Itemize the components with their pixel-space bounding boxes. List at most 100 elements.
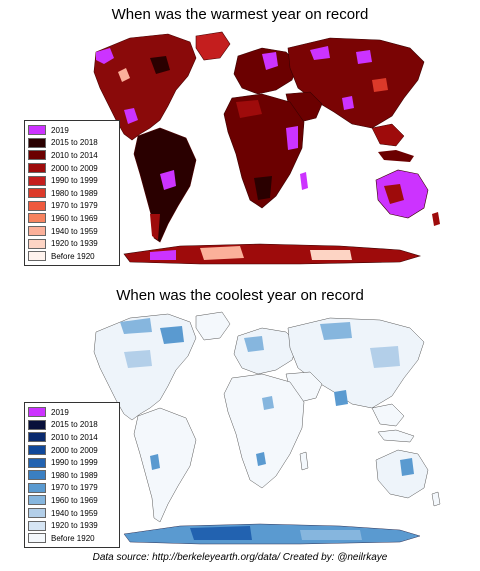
legend-label: 1960 to 1969: [51, 213, 98, 223]
sa-patch: [160, 170, 176, 190]
legend-swatch: [28, 419, 46, 430]
greenland: [195, 311, 231, 341]
sa-south: [150, 214, 160, 240]
legend-label: 1990 to 1999: [51, 176, 98, 186]
antarctica-patch-pale: [310, 250, 352, 260]
greenland: [195, 31, 231, 61]
legend-item: 1940 to 1959: [28, 225, 116, 238]
legend-swatch: [28, 533, 46, 544]
coolest-year-world-map: [93, 311, 441, 545]
new-zealand: [431, 491, 441, 507]
legend-swatch: [28, 482, 46, 493]
legend-swatch: [28, 226, 46, 237]
asia-patch-3: [372, 78, 388, 92]
legend-swatch: [28, 188, 46, 199]
na-patch-dark: [150, 56, 170, 74]
legend-swatch: [28, 163, 46, 174]
europe: [233, 327, 299, 375]
legend-swatch: [28, 520, 46, 531]
legend-label: Before 1920: [51, 251, 95, 261]
southeast-asia: [371, 123, 405, 147]
legend-label: 2019: [51, 125, 69, 135]
africa: [223, 93, 305, 209]
legend-item: 1970 to 1979: [28, 200, 116, 213]
africa-north-patch: [236, 100, 262, 118]
asia-patch-4: [342, 96, 354, 110]
warmest-year-world-map: [93, 31, 440, 265]
legend-item: 2000 to 2009: [28, 162, 116, 175]
africa-patch-2: [256, 452, 266, 466]
legend-item: 2019: [28, 124, 116, 137]
europe-patch: [244, 336, 264, 352]
scandinavia-patch: [262, 52, 278, 70]
legend-item: 1990 to 1999: [28, 456, 116, 469]
asia: [287, 317, 425, 409]
legend-swatch: [28, 508, 46, 519]
madagascar: [300, 172, 308, 190]
legend-label: 2019: [51, 407, 69, 417]
africa-south-patch: [254, 176, 272, 200]
canada-patch: [120, 318, 152, 334]
legend-swatch: [28, 125, 46, 136]
legend-swatch: [28, 457, 46, 468]
legend-label: 1990 to 1999: [51, 458, 98, 468]
legend-label: 2015 to 2018: [51, 138, 98, 148]
legend-label: 1970 to 1979: [51, 201, 98, 211]
data-source-footer: Data source: http://berkeleyearth.org/da…: [92, 552, 388, 563]
legend-label: 2000 to 2009: [51, 163, 98, 173]
legend-item: 1980 to 1989: [28, 187, 116, 200]
legend-swatch: [28, 175, 46, 186]
legend-label: 1920 to 1939: [51, 239, 98, 249]
asia: [287, 37, 425, 129]
legend-item: 1960 to 1969: [28, 494, 116, 507]
asia-patch-2: [356, 50, 372, 64]
legend-item: 1920 to 1939: [28, 519, 116, 532]
indonesia: [377, 429, 415, 443]
legend-swatch: [28, 432, 46, 443]
legend-label: Before 1920: [51, 533, 95, 543]
legend-item: 2015 to 2018: [28, 137, 116, 150]
antarctica-patch-light: [200, 246, 244, 260]
siberia-patch: [310, 46, 330, 60]
legend-item: 1940 to 1959: [28, 507, 116, 520]
central-america-patch: [124, 108, 138, 124]
legend-label: 2015 to 2018: [51, 420, 98, 430]
legend-label: 1940 to 1959: [51, 226, 98, 236]
warm-map-title: When was the warmest year on record: [111, 6, 369, 23]
legend-label: 1980 to 1989: [51, 188, 98, 198]
legend-swatch: [28, 407, 46, 418]
legend-item: 1960 to 1969: [28, 212, 116, 225]
legend-label: 1920 to 1939: [51, 521, 98, 531]
legend-swatch: [28, 200, 46, 211]
legend-label: 2000 to 2009: [51, 445, 98, 455]
legend-item: 2015 to 2018: [28, 419, 116, 432]
new-zealand: [432, 212, 440, 226]
europe: [233, 47, 299, 95]
india-patch: [334, 390, 348, 406]
legend-item: Before 1920: [28, 250, 116, 263]
canada-patch-2: [160, 326, 184, 344]
southeast-asia: [371, 403, 405, 427]
antarctica-patch-purple: [150, 250, 176, 260]
warm-legend: 2019 2015 to 2018 2010 to 2014 2000 to 2…: [24, 120, 120, 266]
legend-item: 2010 to 2014: [28, 149, 116, 162]
legend-swatch: [28, 495, 46, 506]
legend-item: Before 1920: [28, 532, 116, 545]
madagascar: [299, 451, 309, 471]
cool-legend: 2019 2015 to 2018 2010 to 2014 2000 to 2…: [24, 402, 120, 548]
legend-label: 1970 to 1979: [51, 483, 98, 493]
legend-swatch: [28, 137, 46, 148]
legend-swatch: [28, 251, 46, 262]
legend-label: 1940 to 1959: [51, 508, 98, 518]
legend-item: 1970 to 1979: [28, 482, 116, 495]
na-patch-light: [118, 68, 130, 82]
legend-item: 1920 to 1939: [28, 237, 116, 250]
legend-item: 2010 to 2014: [28, 431, 116, 444]
legend-swatch: [28, 238, 46, 249]
legend-label: 1960 to 1969: [51, 495, 98, 505]
africa-east-patch: [286, 126, 298, 150]
africa-patch: [262, 396, 274, 410]
legend-label: 1980 to 1989: [51, 470, 98, 480]
south-america: [133, 407, 197, 523]
north-america: [93, 33, 197, 141]
